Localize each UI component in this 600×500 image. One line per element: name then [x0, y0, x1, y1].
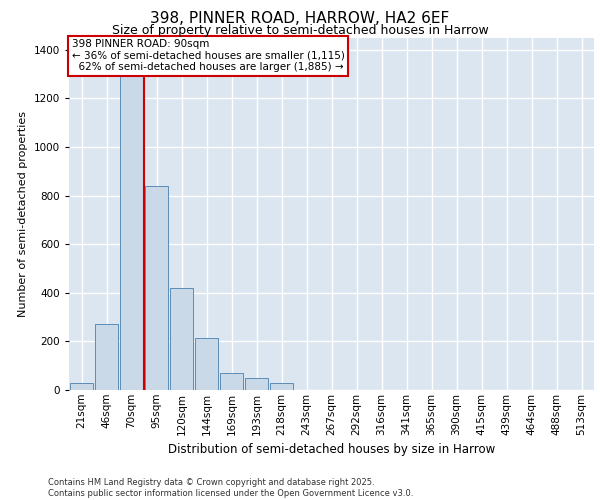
Text: Size of property relative to semi-detached houses in Harrow: Size of property relative to semi-detach…	[112, 24, 488, 37]
Bar	[95, 324, 118, 390]
Bar	[145, 186, 168, 390]
Bar	[120, 74, 143, 390]
Y-axis label: Number of semi-detached properties: Number of semi-detached properties	[18, 111, 28, 317]
Bar	[70, 382, 93, 390]
Bar	[220, 373, 243, 390]
Text: Contains HM Land Registry data © Crown copyright and database right 2025.
Contai: Contains HM Land Registry data © Crown c…	[48, 478, 413, 498]
Bar	[245, 378, 268, 390]
Bar	[270, 382, 293, 390]
Bar	[170, 288, 193, 390]
Bar	[195, 338, 218, 390]
X-axis label: Distribution of semi-detached houses by size in Harrow: Distribution of semi-detached houses by …	[168, 443, 495, 456]
Text: 398 PINNER ROAD: 90sqm
← 36% of semi-detached houses are smaller (1,115)
  62% o: 398 PINNER ROAD: 90sqm ← 36% of semi-det…	[71, 40, 344, 72]
Text: 398, PINNER ROAD, HARROW, HA2 6EF: 398, PINNER ROAD, HARROW, HA2 6EF	[151, 11, 449, 26]
